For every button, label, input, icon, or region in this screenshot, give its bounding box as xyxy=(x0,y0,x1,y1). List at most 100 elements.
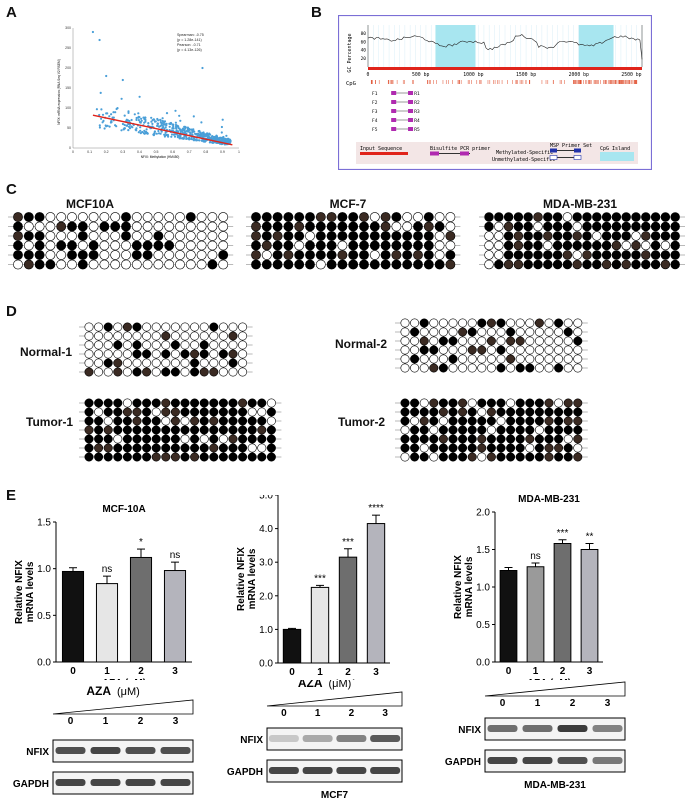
unmethylated-cpg xyxy=(238,322,248,332)
methylated-cpg xyxy=(484,221,494,232)
methylated-cpg xyxy=(419,425,429,435)
methylated-cpg xyxy=(467,416,477,426)
methylated-cpg xyxy=(94,452,104,462)
panel-b-legend: Input Sequence Bisulfite PCR primer MSP … xyxy=(356,142,638,164)
methylated-cpg xyxy=(326,221,337,232)
methylated-cpg xyxy=(199,367,209,377)
methylated-cpg xyxy=(413,250,423,260)
scatter-point xyxy=(109,121,112,124)
unmethylated-cpg xyxy=(34,221,45,232)
unmethylated-cpg xyxy=(94,340,104,350)
methylated-cpg xyxy=(142,452,152,462)
unmethylated-cpg xyxy=(467,336,477,346)
methylated-cpg xyxy=(283,240,294,251)
methylated-cpg xyxy=(228,443,238,453)
unmethylated-cpg xyxy=(99,259,110,270)
unmethylated-cpg xyxy=(185,259,196,270)
methylated-cpg xyxy=(448,416,458,426)
legend-bisulfite-line xyxy=(430,153,470,154)
unmethylated-cpg xyxy=(131,259,142,270)
methylated-cpg xyxy=(515,452,525,462)
unmethylated-cpg xyxy=(218,231,229,241)
methylated-cpg xyxy=(359,240,369,251)
unmethylated-cpg xyxy=(544,318,554,328)
blot-row-label: GAPDH xyxy=(445,757,481,768)
methylated-cpg xyxy=(218,443,228,453)
methylated-cpg xyxy=(161,349,171,359)
scatter-point xyxy=(201,66,204,70)
methylated-cpg xyxy=(562,250,573,260)
regression-line xyxy=(92,114,233,146)
methylated-cpg xyxy=(477,434,487,444)
methylated-cpg xyxy=(423,212,434,222)
significance-label: **** xyxy=(368,503,384,514)
scatter-point xyxy=(139,121,142,124)
methylated-cpg xyxy=(515,336,525,346)
unmethylated-cpg xyxy=(573,345,583,355)
methylated-cpg xyxy=(413,221,423,232)
methylated-cpg xyxy=(513,259,524,270)
unmethylated-cpg xyxy=(190,340,200,350)
scatter-point xyxy=(137,131,140,134)
scatter-point xyxy=(161,124,164,127)
unmethylated-cpg xyxy=(151,367,161,377)
methylated-cpg xyxy=(523,250,533,260)
scatter-point xyxy=(215,141,218,144)
methylated-cpg xyxy=(238,443,248,453)
unmethylated-cpg xyxy=(142,340,152,350)
methylated-cpg xyxy=(77,231,88,241)
unmethylated-cpg xyxy=(218,358,228,368)
methylated-cpg xyxy=(486,398,496,408)
methylated-cpg xyxy=(142,349,152,359)
primer-label-r: R1 xyxy=(414,91,420,97)
methylated-cpg xyxy=(94,416,104,426)
methylated-cpg xyxy=(503,240,514,251)
scatter-point xyxy=(121,78,124,82)
scatter-point xyxy=(144,130,147,133)
unmethylated-cpg xyxy=(477,452,487,462)
methylated-cpg xyxy=(247,452,257,462)
unmethylated-cpg xyxy=(429,425,439,435)
unmethylated-cpg xyxy=(486,354,496,364)
methylated-cpg xyxy=(34,240,45,251)
methylated-cpg xyxy=(283,250,294,260)
methylated-cpg xyxy=(218,452,228,462)
scatter-point xyxy=(173,133,177,136)
methylated-cpg xyxy=(88,250,99,260)
methylated-cpg xyxy=(77,259,88,270)
scatter-point xyxy=(171,123,174,126)
methylated-cpg xyxy=(523,212,533,222)
unmethylated-cpg xyxy=(45,221,56,232)
methylated-cpg xyxy=(573,407,583,417)
scatter-point xyxy=(176,124,179,127)
significance-label: ns xyxy=(530,551,541,562)
blot-frame xyxy=(484,749,626,773)
unmethylated-cpg xyxy=(185,240,196,251)
bp-tick: 1000 bp xyxy=(463,72,483,78)
methylated-cpg xyxy=(67,240,77,251)
methylated-cpg xyxy=(190,349,200,359)
methylated-cpg xyxy=(348,250,359,260)
methylated-cpg xyxy=(477,345,487,355)
methylated-cpg xyxy=(132,398,142,408)
methylated-cpg xyxy=(132,349,142,359)
chart-ylabel: Relative NFIX xyxy=(453,555,464,619)
methylated-cpg xyxy=(543,259,553,270)
methylated-cpg xyxy=(429,363,439,373)
methylated-cpg xyxy=(601,221,612,232)
scatter-point xyxy=(153,118,156,121)
scatter-point xyxy=(186,137,190,140)
methylated-cpg xyxy=(251,259,261,270)
scatter-point xyxy=(111,116,114,119)
scatter-point xyxy=(91,30,95,34)
unmethylated-cpg xyxy=(621,240,631,251)
legend-msp-m-f xyxy=(550,148,557,153)
methylated-cpg xyxy=(142,240,153,251)
methylated-cpg xyxy=(348,221,359,232)
methylated-cpg xyxy=(554,434,564,444)
unmethylated-cpg xyxy=(185,221,196,232)
methylated-cpg xyxy=(131,250,142,260)
unmethylated-cpg xyxy=(515,318,525,328)
methylated-cpg xyxy=(132,434,142,444)
methylated-cpg xyxy=(113,367,123,377)
